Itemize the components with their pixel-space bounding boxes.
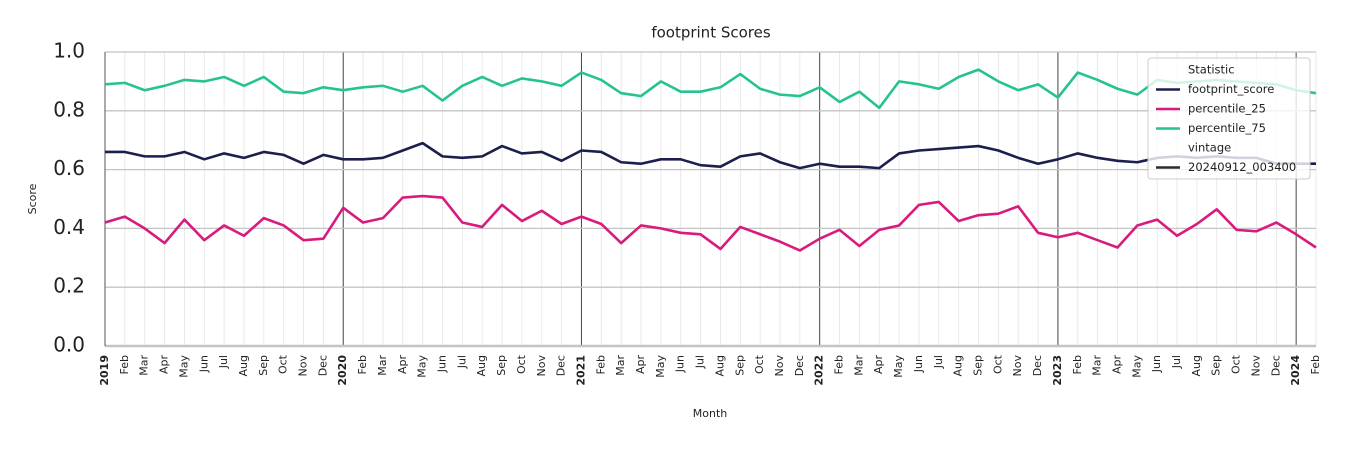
x-tick-label: Apr (634, 355, 647, 375)
series-line (104, 194, 1317, 252)
x-tick-label: Mar (1091, 355, 1104, 376)
x-tick-label: Sep (733, 355, 746, 376)
x-tick-label: Dec (1031, 355, 1044, 376)
x-tick-label: 2022 (813, 355, 826, 386)
x-tick-label: Jul (1170, 355, 1183, 369)
x-tick-label: 2023 (1051, 355, 1064, 386)
x-tick-label: 2024 (1289, 355, 1302, 386)
x-tick-label: May (892, 355, 905, 378)
x-tick-label: Nov (297, 355, 310, 377)
x-tick-label: Sep (495, 355, 508, 376)
x-tick-label: Dec (316, 355, 329, 376)
x-tick-label: Jul (932, 355, 945, 369)
x-tick-label: Jun (912, 355, 925, 373)
x-tick-label: Dec (793, 355, 806, 376)
x-tick-label: Jun (1150, 355, 1163, 373)
legend-label: percentile_75 (1188, 121, 1266, 135)
x-tick-label: Nov (535, 355, 548, 377)
x-tick-label: Aug (1190, 355, 1203, 376)
x-tick-label: Aug (475, 355, 488, 376)
x-axis-label: Month (693, 407, 728, 420)
x-tick-label: May (416, 355, 429, 378)
x-tick-label: Feb (356, 355, 369, 374)
x-tick-label: Apr (396, 355, 409, 375)
x-tick-label: Jul (455, 355, 468, 369)
x-tick-label: Aug (237, 355, 250, 376)
x-tick-label: Jul (694, 355, 707, 369)
legend-subtitle: vintage (1188, 141, 1231, 155)
x-tick-label: Apr (872, 355, 885, 375)
y-tick-label: 0.2 (53, 274, 85, 298)
legend-label: footprint_score (1188, 82, 1274, 96)
x-tick-label: Oct (277, 354, 290, 374)
series-line (104, 68, 1317, 110)
x-tick-label: Apr (158, 355, 171, 375)
x-tick-label: Oct (753, 354, 766, 374)
x-tick-label: Dec (555, 355, 568, 376)
x-tick-label: Mar (138, 355, 151, 376)
x-tick-label: May (1130, 355, 1143, 378)
x-tick-label: Oct (515, 354, 528, 374)
x-tick-label: Feb (594, 355, 607, 374)
x-tick-label: Jul (217, 355, 230, 369)
x-tick-label: Sep (257, 355, 270, 376)
x-tick-label: Aug (713, 355, 726, 376)
legend-label: percentile_25 (1188, 102, 1266, 116)
x-tick-label: May (654, 355, 667, 378)
chart-title: footprint Scores (651, 24, 771, 42)
y-axis-label: Score (26, 183, 39, 214)
x-tick-label: Apr (1110, 355, 1123, 375)
x-tick-label: Feb (118, 355, 131, 374)
legend-box (1147, 57, 1311, 180)
y-tick-label: 0.6 (53, 156, 85, 180)
x-tick-label: Dec (1269, 355, 1282, 376)
x-tick-label: Nov (773, 355, 786, 377)
x-tick-label: May (177, 355, 190, 378)
x-tick-label: Feb (1071, 355, 1084, 374)
y-tick-label: 0.8 (53, 97, 85, 121)
legend-label: 20240912_003400 (1188, 160, 1296, 174)
x-tick-label: 2019 (98, 355, 111, 386)
x-tick-label: Jun (435, 355, 448, 373)
x-tick-label: Sep (972, 355, 985, 376)
series-line (105, 141, 1316, 170)
legend-title: Statistic (1188, 63, 1235, 77)
y-tick-label: 1.0 (53, 39, 85, 63)
y-tick-label: 0.0 (53, 333, 85, 357)
x-tick-label: Jun (197, 355, 210, 373)
x-tick-label: Aug (952, 355, 965, 376)
x-tick-label: 2021 (574, 355, 587, 386)
x-tick-label: Nov (1011, 355, 1024, 377)
x-tick-label: Feb (1309, 355, 1322, 374)
x-tick-label: Sep (1210, 355, 1223, 376)
x-tick-label: Feb (833, 355, 846, 374)
x-tick-label: Mar (376, 355, 389, 376)
x-tick-label: Oct (991, 354, 1004, 374)
legend: Statistic footprint_score percentile_25per… (1147, 57, 1311, 180)
x-tick-label: Mar (852, 355, 865, 376)
x-tick-label: Nov (1249, 355, 1262, 377)
x-tick-label: 2020 (336, 355, 349, 386)
x-tick-label: Jun (674, 355, 687, 373)
x-tick-label: Oct (1230, 354, 1243, 374)
y-tick-label: 0.4 (53, 215, 85, 239)
x-tick-label: Mar (614, 355, 627, 376)
